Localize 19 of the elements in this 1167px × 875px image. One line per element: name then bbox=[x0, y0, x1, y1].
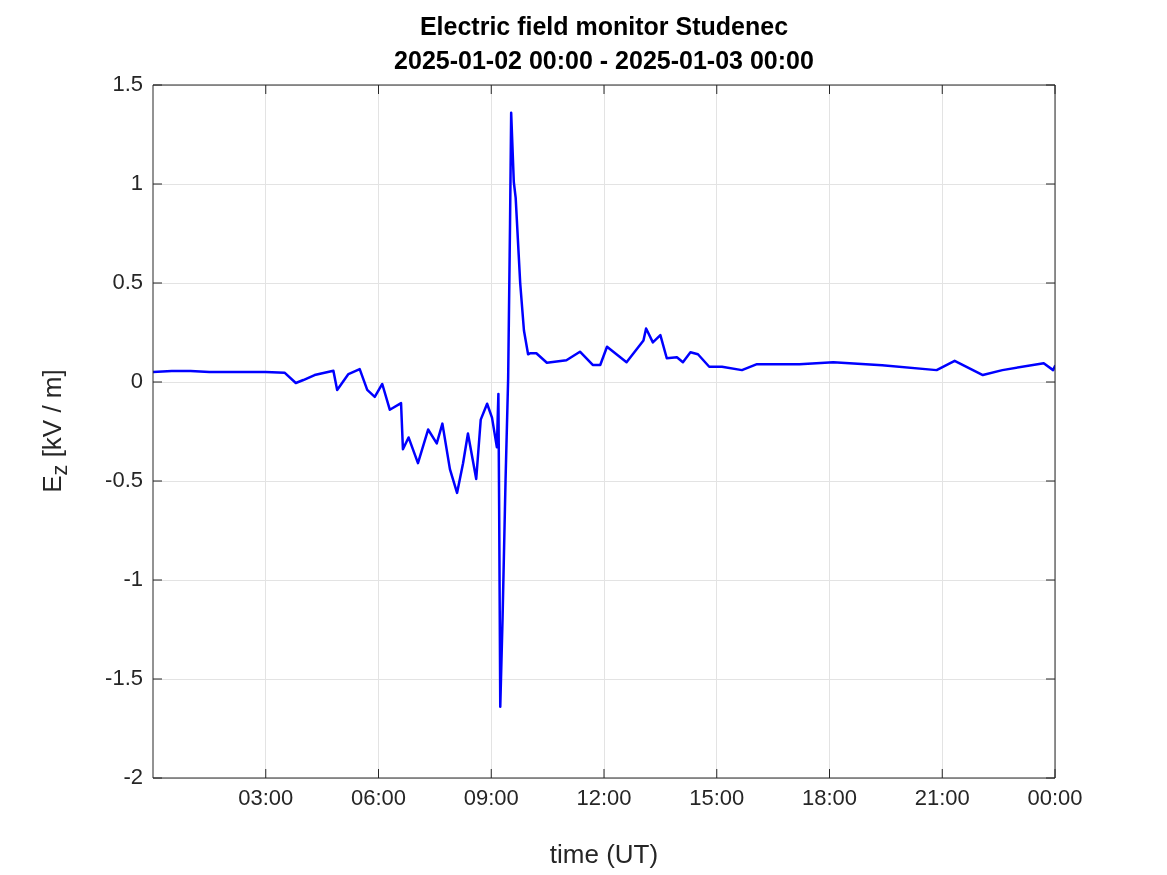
x-tick-label: 03:00 bbox=[238, 785, 294, 811]
y-tick-label: 0 bbox=[130, 368, 143, 394]
x-tick-label: 18:00 bbox=[801, 785, 858, 811]
x-axis-title: time (UT) bbox=[549, 838, 659, 869]
x-tick-label: 15:00 bbox=[689, 785, 745, 811]
x-tick-label: 12:00 bbox=[576, 785, 632, 811]
y-tick-label: -1 bbox=[123, 566, 143, 592]
chart-subtitle: 2025-01-02 00:00 - 2025-01-03 00:00 bbox=[393, 46, 815, 75]
y-tick-label: -2 bbox=[123, 764, 143, 790]
y-tick-label: -1.5 bbox=[105, 665, 143, 691]
y-tick-label: 1 bbox=[130, 170, 143, 196]
x-tick-label: 06:00 bbox=[350, 785, 407, 811]
x-tick-label: 21:00 bbox=[914, 785, 970, 811]
y-tick-label: 0.5 bbox=[112, 269, 143, 295]
chart-title: Electric field monitor Studenec bbox=[418, 12, 790, 41]
y-tick-label: -0.5 bbox=[105, 467, 143, 493]
x-tick-label: 00:00 bbox=[1027, 785, 1083, 811]
x-tick-label: 09:00 bbox=[463, 785, 519, 811]
y-tick-label: 1.5 bbox=[112, 71, 143, 97]
